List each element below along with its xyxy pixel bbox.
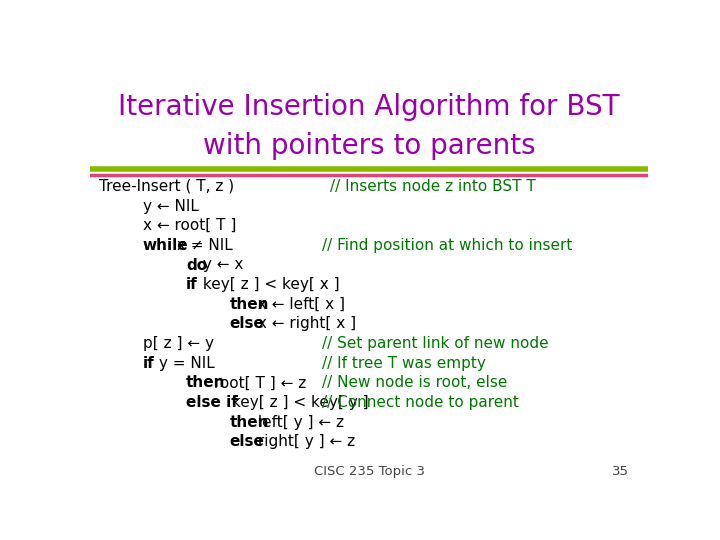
- Text: Tree-Insert ( T, z ): Tree-Insert ( T, z ): [99, 179, 235, 194]
- Text: // Set parent link of new node: // Set parent link of new node: [323, 336, 549, 351]
- Text: with pointers to parents: with pointers to parents: [203, 132, 535, 160]
- Text: right[ y ] ← z: right[ y ] ← z: [253, 434, 355, 449]
- Text: if: if: [186, 277, 198, 292]
- Text: x ← left[ x ]: x ← left[ x ]: [253, 297, 345, 312]
- Text: then: then: [186, 375, 225, 390]
- Text: else: else: [230, 434, 264, 449]
- Text: // Find position at which to insert: // Find position at which to insert: [323, 238, 573, 253]
- Text: CISC 235 Topic 3: CISC 235 Topic 3: [313, 465, 425, 478]
- Text: x ← right[ x ]: x ← right[ x ]: [253, 316, 356, 332]
- Text: y = NIL: y = NIL: [154, 356, 215, 370]
- Text: left[ y ] ← z: left[ y ] ← z: [253, 415, 343, 430]
- Text: // Inserts node z into BST T: // Inserts node z into BST T: [330, 179, 536, 194]
- Text: if: if: [143, 356, 155, 370]
- Text: // If tree T was empty: // If tree T was empty: [323, 356, 487, 370]
- Text: y ← x: y ← x: [198, 258, 243, 273]
- Text: // New node is root, else: // New node is root, else: [323, 375, 508, 390]
- Text: while: while: [143, 238, 189, 253]
- Text: y ← NIL: y ← NIL: [143, 199, 199, 214]
- Text: Iterative Insertion Algorithm for BST: Iterative Insertion Algorithm for BST: [118, 93, 620, 121]
- Text: x ← root[ T ]: x ← root[ T ]: [143, 218, 236, 233]
- Text: root[ T ] ← z: root[ T ] ← z: [210, 375, 307, 390]
- Text: // Connect node to parent: // Connect node to parent: [323, 395, 519, 410]
- Text: then: then: [230, 415, 269, 430]
- Text: x ≠ NIL: x ≠ NIL: [172, 238, 233, 253]
- Text: then: then: [230, 297, 269, 312]
- Text: key[ z ] < key[ x ]: key[ z ] < key[ x ]: [198, 277, 339, 292]
- Text: key[ z ] < key[ y ]: key[ z ] < key[ y ]: [227, 395, 369, 410]
- Text: p[ z ] ← y: p[ z ] ← y: [143, 336, 214, 351]
- Text: do: do: [186, 258, 207, 273]
- Text: else if: else if: [186, 395, 238, 410]
- Text: else: else: [230, 316, 264, 332]
- Text: 35: 35: [611, 465, 629, 478]
